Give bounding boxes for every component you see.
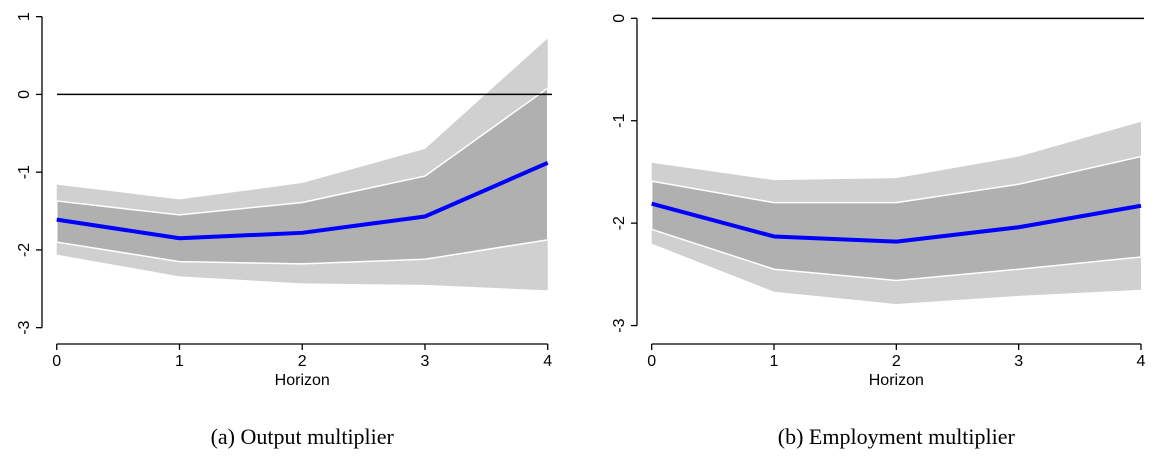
y-tick-label: -3 bbox=[16, 320, 33, 334]
series-line bbox=[56, 161, 549, 241]
x-tick-label: 4 bbox=[1137, 353, 1146, 370]
x-tick-label: 3 bbox=[421, 353, 430, 370]
caption: (a) Output multiplier bbox=[211, 424, 395, 449]
x-tick-label: 2 bbox=[298, 353, 307, 370]
y-tick-label: -3 bbox=[611, 318, 628, 332]
x-tick-label: 0 bbox=[52, 353, 61, 370]
y-tick-label: 1 bbox=[16, 12, 33, 21]
x-tick-label: 0 bbox=[647, 353, 656, 370]
confidence-band bbox=[55, 86, 549, 265]
x-tick-label: 1 bbox=[175, 353, 184, 370]
y-tick-label: -1 bbox=[611, 114, 628, 128]
x-tick-label: 1 bbox=[770, 353, 779, 370]
y-tick-label: 0 bbox=[16, 90, 33, 99]
y-tick-label: -1 bbox=[16, 165, 33, 179]
y-tick-label: 0 bbox=[611, 14, 628, 23]
confidence-band bbox=[650, 155, 1142, 282]
series-line bbox=[651, 201, 1142, 244]
caption: (b) Employment multiplier bbox=[778, 424, 1016, 449]
y-tick-label: -2 bbox=[611, 216, 628, 230]
x-tick-label: 3 bbox=[1014, 353, 1023, 370]
x-axis-label: Horizon bbox=[869, 372, 924, 389]
x-tick-label: 4 bbox=[543, 353, 552, 370]
x-tick-label: 2 bbox=[892, 353, 901, 370]
x-axis-label: Horizon bbox=[275, 372, 330, 389]
y-tick-label: -2 bbox=[16, 243, 33, 257]
